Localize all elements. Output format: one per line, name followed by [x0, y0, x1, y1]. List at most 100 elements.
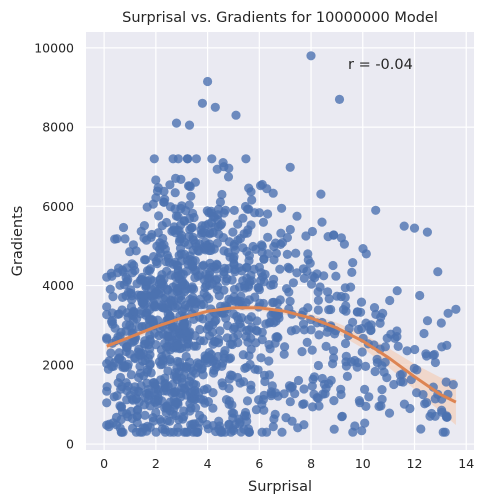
data-point: [316, 189, 326, 199]
data-point: [264, 370, 274, 380]
data-point: [393, 341, 403, 351]
data-point: [126, 302, 136, 312]
data-point: [291, 325, 301, 335]
data-point: [176, 203, 186, 214]
data-point: [371, 205, 381, 215]
data-point: [329, 353, 339, 363]
data-point: [177, 278, 188, 288]
data-point: [238, 350, 248, 360]
data-point: [324, 294, 334, 304]
data-point: [195, 410, 205, 420]
data-point: [259, 405, 269, 415]
data-point: [200, 398, 210, 408]
data-point: [243, 282, 253, 292]
data-point: [216, 426, 226, 436]
data-point: [224, 419, 234, 429]
data-point: [284, 287, 294, 297]
data-point: [202, 384, 212, 394]
data-point: [168, 154, 178, 164]
data-point: [240, 363, 250, 373]
data-point: [171, 173, 181, 183]
data-point: [324, 379, 334, 389]
data-point: [409, 223, 420, 233]
data-point: [144, 315, 154, 325]
data-point: [157, 221, 167, 231]
data-point: [342, 371, 352, 381]
data-point: [412, 388, 422, 398]
data-point: [128, 423, 138, 433]
data-point: [392, 286, 402, 296]
x-tick-label: 10: [355, 456, 371, 471]
data-point: [147, 229, 157, 240]
data-point: [370, 366, 380, 377]
data-point: [360, 384, 370, 394]
data-point: [186, 298, 196, 308]
data-point: [433, 267, 443, 277]
data-point: [163, 366, 173, 376]
data-point: [123, 275, 133, 285]
data-point: [199, 275, 209, 285]
data-point: [118, 267, 128, 277]
data-point: [207, 327, 218, 337]
data-point: [211, 275, 221, 285]
data-point: [235, 378, 245, 388]
data-point: [301, 231, 311, 241]
data-point: [250, 364, 260, 374]
data-point: [208, 339, 218, 349]
data-point: [248, 241, 258, 252]
data-point: [132, 279, 142, 289]
data-point: [136, 290, 146, 300]
data-point: [157, 424, 167, 434]
data-point: [246, 220, 256, 230]
data-point: [148, 416, 159, 426]
data-point: [185, 224, 195, 235]
data-point: [242, 325, 252, 336]
data-point: [266, 391, 276, 401]
data-point: [176, 291, 186, 301]
data-point: [120, 234, 130, 244]
x-tick-label: 6: [255, 456, 263, 471]
data-point: [377, 385, 387, 395]
data-point: [299, 384, 309, 394]
data-point: [264, 356, 274, 366]
data-point: [179, 383, 189, 393]
data-point: [269, 318, 279, 328]
data-point: [389, 379, 399, 390]
data-point: [247, 195, 257, 205]
data-point: [143, 395, 153, 405]
data-point: [151, 193, 161, 203]
data-point: [437, 407, 447, 417]
data-point: [211, 362, 221, 372]
x-tick-label: 2: [152, 456, 160, 471]
data-point: [336, 389, 346, 400]
data-point: [441, 377, 451, 387]
data-point: [185, 388, 195, 398]
data-point: [268, 280, 278, 290]
data-point: [136, 226, 146, 236]
data-point: [307, 345, 317, 355]
data-point: [317, 373, 327, 384]
data-point: [229, 408, 239, 418]
data-point: [323, 287, 333, 297]
data-point: [251, 338, 261, 348]
data-point: [252, 326, 262, 336]
data-point: [242, 416, 252, 426]
data-point: [364, 321, 374, 331]
data-point: [277, 203, 287, 213]
data-point: [115, 372, 126, 383]
data-point: [329, 396, 339, 406]
data-point: [231, 110, 241, 120]
data-point: [158, 303, 168, 313]
data-point: [211, 315, 221, 325]
data-point: [229, 205, 239, 215]
data-point: [102, 302, 112, 312]
data-point: [177, 373, 187, 383]
y-tick-label: 10000: [34, 40, 74, 55]
data-point: [165, 357, 176, 367]
data-point: [357, 426, 367, 436]
data-point: [219, 246, 229, 256]
data-point: [197, 98, 207, 108]
data-point: [263, 232, 273, 242]
data-point: [260, 269, 270, 279]
